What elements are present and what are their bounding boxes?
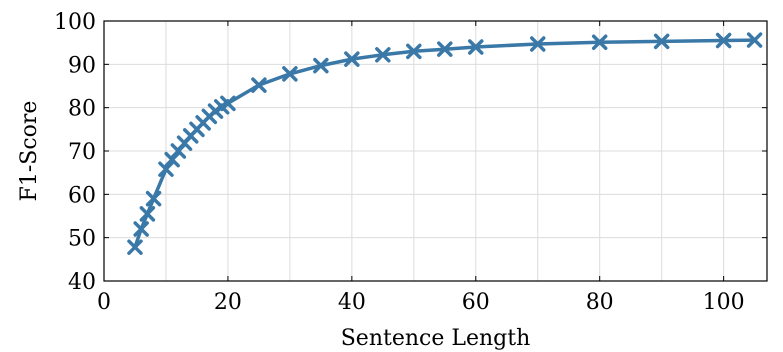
- x-tick-label: 0: [97, 290, 111, 315]
- x-tick-label: 20: [214, 290, 242, 315]
- y-tick-label: 80: [68, 97, 96, 122]
- marker-stroke: [437, 41, 453, 57]
- marker-stroke: [282, 66, 298, 82]
- x-tick-label: 60: [462, 290, 490, 315]
- y-tick-label: 70: [68, 140, 96, 165]
- marker-stroke: [133, 221, 149, 237]
- marker-stroke: [145, 190, 162, 207]
- marker-stroke: [344, 51, 360, 67]
- data-point-x-marker: [313, 57, 329, 74]
- data-point-x-marker: [653, 33, 670, 50]
- x-tick-label: 80: [586, 290, 614, 315]
- data-point-x-marker: [127, 239, 143, 255]
- marker-stroke: [406, 43, 422, 60]
- data-point-x-marker: [468, 39, 484, 55]
- marker-stroke: [653, 33, 670, 50]
- marker-stroke: [529, 36, 546, 52]
- marker-stroke: [375, 47, 391, 63]
- y-axis-title: F1-Score: [17, 101, 42, 202]
- y-tick-label: 50: [68, 227, 96, 252]
- y-tick-label: 40: [68, 270, 96, 295]
- marker-stroke: [158, 161, 174, 177]
- series-group: [127, 32, 763, 255]
- marker-stroke: [313, 57, 329, 74]
- data-point-x-marker: [406, 43, 422, 60]
- x-tick-label: 40: [338, 290, 366, 315]
- data-point-x-marker: [139, 206, 156, 222]
- y-tick-label: 60: [68, 183, 96, 208]
- marker-stroke: [468, 39, 484, 55]
- axis-ticks: 0 20 40 60 80 100 40 50 60 70 80 90 100: [54, 10, 767, 315]
- y-tick-label: 90: [68, 53, 96, 78]
- data-point-x-marker: [220, 95, 236, 112]
- marker-stroke: [715, 32, 732, 49]
- data-point-x-marker: [529, 36, 546, 52]
- marker-stroke: [220, 95, 236, 112]
- marker-stroke: [127, 239, 143, 255]
- data-point-x-marker: [715, 32, 732, 49]
- x-axis-title: Sentence Length: [341, 326, 531, 351]
- data-point-x-marker: [282, 66, 298, 82]
- data-point-x-marker: [251, 77, 267, 93]
- data-point-x-marker: [158, 161, 174, 177]
- data-point-x-marker: [344, 51, 360, 67]
- grid-lines: [104, 21, 767, 281]
- y-tick-label: 100: [54, 10, 96, 35]
- data-point-x-marker: [591, 34, 608, 50]
- data-point-x-marker: [746, 32, 763, 48]
- marker-stroke: [591, 34, 608, 50]
- x-tick-label: 100: [703, 290, 745, 315]
- marker-stroke: [139, 206, 156, 222]
- data-point-x-marker: [375, 47, 391, 63]
- data-point-x-marker: [437, 41, 453, 57]
- data-point-x-marker: [133, 221, 149, 237]
- marker-stroke: [746, 32, 763, 48]
- marker-stroke: [251, 77, 267, 93]
- data-point-x-marker: [145, 190, 162, 207]
